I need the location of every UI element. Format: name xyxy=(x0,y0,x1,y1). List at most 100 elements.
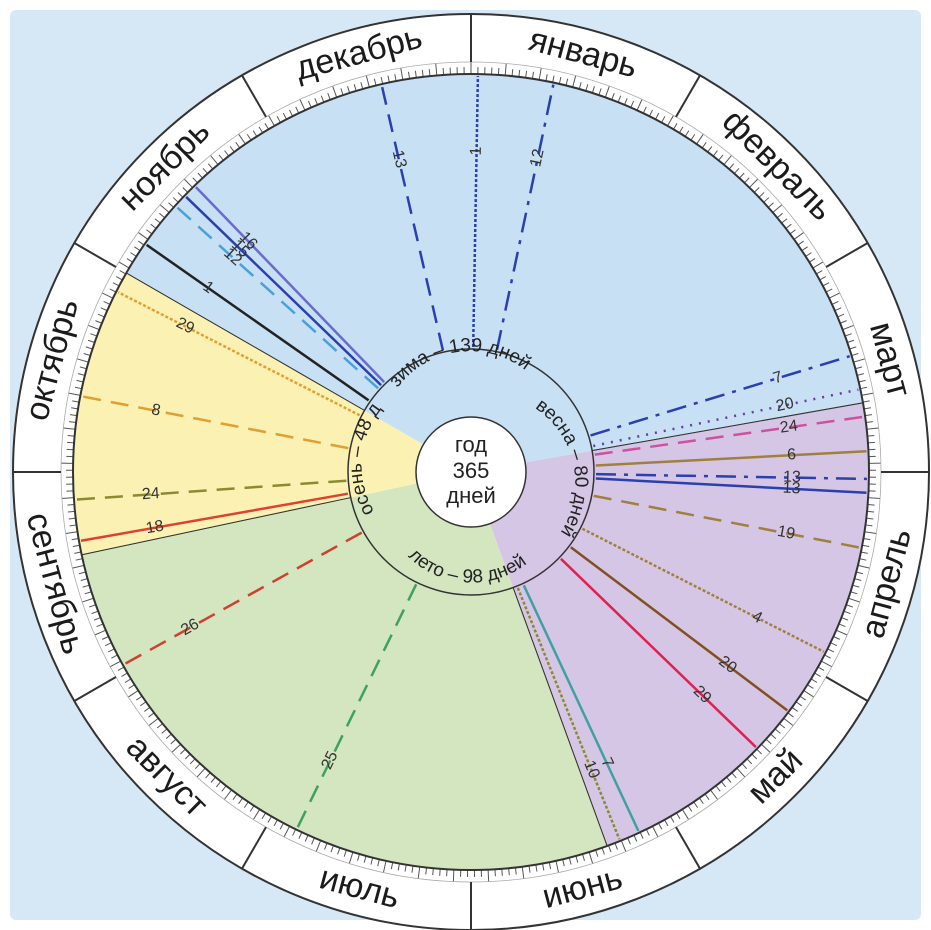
scale-tick xyxy=(397,863,400,871)
scale-tick xyxy=(360,82,364,90)
scale-tick xyxy=(538,67,542,80)
scale-tick xyxy=(633,834,638,842)
scale-tick xyxy=(159,212,166,219)
scale-tick xyxy=(417,866,421,879)
scale-tick xyxy=(555,860,560,873)
scale-tick xyxy=(545,74,548,82)
scale-tick xyxy=(608,845,612,853)
scale-tick xyxy=(91,610,99,615)
scale-tick xyxy=(835,629,848,636)
scale-tick xyxy=(842,324,855,331)
scale-tick xyxy=(128,684,135,689)
date-line-label: 24 xyxy=(141,485,160,503)
scale-tick xyxy=(787,712,794,718)
scale-tick xyxy=(69,524,77,527)
scale-tick xyxy=(765,738,772,745)
scale-tick xyxy=(340,88,344,96)
scale-tick xyxy=(681,809,690,820)
scale-tick xyxy=(74,551,82,554)
scale-tick xyxy=(779,723,786,729)
date-line xyxy=(516,587,621,840)
scale-tick xyxy=(501,868,503,876)
scale-tick xyxy=(812,261,824,269)
scale-tick xyxy=(421,69,424,77)
scale-tick xyxy=(159,204,170,213)
scale-tick xyxy=(370,857,374,865)
scale-tick xyxy=(238,797,244,804)
scale-tick xyxy=(837,313,845,318)
scale-tick xyxy=(815,270,823,275)
month-separators xyxy=(13,14,929,930)
month-separator xyxy=(73,242,117,268)
scale-tick xyxy=(731,772,737,779)
scale-tick xyxy=(795,701,802,707)
scale-tick xyxy=(390,862,394,870)
scale-tick xyxy=(863,537,871,541)
scale-tick xyxy=(72,544,80,548)
scale-tick xyxy=(258,126,264,134)
scale-tick xyxy=(238,133,246,145)
date-line-label: 25 xyxy=(318,749,341,773)
scale-tick xyxy=(279,822,284,830)
scale-tick xyxy=(736,767,746,778)
scale-tick xyxy=(87,324,100,331)
scale-tick xyxy=(235,142,241,149)
scale-tick xyxy=(664,819,669,827)
scale-tick xyxy=(224,150,230,157)
scale-tick xyxy=(514,867,517,875)
scale-tick xyxy=(121,672,128,677)
scale-tick xyxy=(80,578,88,581)
scale-tick xyxy=(330,845,334,853)
scale-tick xyxy=(100,307,108,312)
scale-tick xyxy=(109,660,121,668)
scale-tick xyxy=(624,98,628,105)
scale-tick xyxy=(404,864,407,872)
scale-tick xyxy=(327,92,331,100)
scale-tick xyxy=(348,851,354,864)
scale-tick xyxy=(252,809,261,820)
scale-tick xyxy=(249,805,255,812)
scale-tick xyxy=(394,74,397,82)
scale-tick xyxy=(183,178,193,188)
date-line-label: 18 xyxy=(145,518,166,538)
date-line-label: 10 xyxy=(580,758,602,781)
scale-tick xyxy=(71,407,79,410)
scale-tick xyxy=(655,112,660,120)
scale-tick xyxy=(864,531,877,535)
scale-tick xyxy=(315,840,322,852)
scale-tick xyxy=(111,654,118,659)
scale-tick xyxy=(103,301,111,305)
scale-tick xyxy=(435,63,438,76)
scale-tick xyxy=(712,150,718,157)
scale-tick xyxy=(819,276,826,281)
scale-tick xyxy=(785,223,792,229)
scale-tick xyxy=(865,524,873,527)
scale-tick xyxy=(758,192,765,198)
scale-tick xyxy=(591,86,595,94)
date-line xyxy=(581,527,825,653)
scale-tick xyxy=(728,163,735,170)
scale-tick xyxy=(337,847,341,855)
scale-tick xyxy=(791,706,798,712)
scale-tick xyxy=(639,832,644,839)
scale-tick xyxy=(781,218,788,224)
scale-tick xyxy=(675,812,681,820)
scale-tick xyxy=(821,660,833,668)
date-line xyxy=(75,479,347,501)
scale-tick xyxy=(109,288,117,293)
scale-tick xyxy=(82,584,90,588)
scale-tick xyxy=(565,78,569,86)
scale-tick xyxy=(824,654,831,659)
scale-border xyxy=(72,73,870,871)
scale-tick xyxy=(828,292,841,299)
scale-tick xyxy=(311,837,315,845)
scale-tick xyxy=(864,414,872,417)
scale-tick xyxy=(511,69,514,77)
scale-tick xyxy=(715,785,721,792)
scale-tick xyxy=(808,258,816,263)
scale-tick xyxy=(67,434,75,437)
scale-tick xyxy=(137,232,149,240)
scale-tick xyxy=(267,816,272,823)
scale-tick xyxy=(218,154,224,161)
scale-tick xyxy=(661,116,666,123)
